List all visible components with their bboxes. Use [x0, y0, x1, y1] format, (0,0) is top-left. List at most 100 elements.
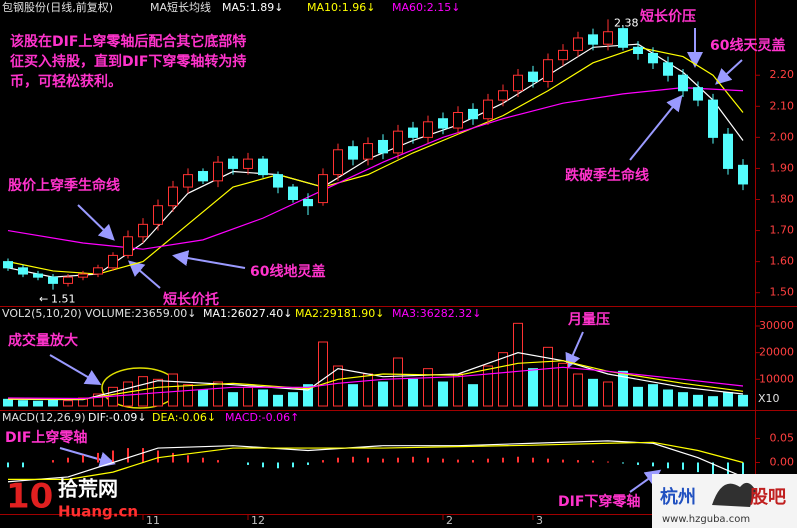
logo-url: Huang.cn — [58, 503, 138, 521]
candle-body — [708, 99, 718, 138]
panel-title: VOL2(5,10,20) — [2, 307, 82, 320]
volume-bar — [438, 381, 448, 407]
candle-body — [408, 127, 418, 138]
candle-body — [273, 174, 283, 188]
annotation: 短长价托 — [163, 291, 219, 308]
candle-body — [213, 161, 223, 182]
low-label: 1.51 — [51, 293, 76, 306]
legend-entry: MA10:1.96↓ — [307, 1, 375, 14]
y-tick-label: 20000 — [759, 346, 794, 359]
legend-entry: MA60:2.15↓ — [392, 1, 460, 14]
candle-body — [303, 198, 313, 207]
volume-bar — [318, 341, 328, 407]
y-tick-label: 1.50 — [770, 286, 795, 299]
candle-body — [168, 186, 178, 207]
candle-body — [48, 276, 58, 284]
annotation: 60线地灵盖 — [250, 263, 325, 280]
annotation: 成交量放大 — [8, 332, 78, 349]
candle-body — [528, 71, 538, 82]
volume-bar — [348, 384, 358, 407]
candle-body — [648, 52, 658, 64]
annotation: 币，可轻松获利。 — [10, 73, 122, 90]
volume-bar — [678, 392, 688, 407]
high-label: 2.38 — [614, 16, 639, 29]
logo-url: www.hzguba.com — [662, 514, 750, 525]
volume-bar — [198, 389, 208, 407]
candle-body — [108, 254, 118, 269]
candle-body — [3, 261, 13, 269]
volume-bar — [273, 394, 283, 407]
volume-bar — [558, 362, 568, 407]
candle-body — [333, 149, 343, 176]
volume-bar — [258, 389, 268, 407]
annotation: 跌破季生命线 — [565, 167, 649, 184]
volume-bar — [138, 376, 148, 407]
candle-body — [693, 87, 703, 101]
volume-bar — [18, 400, 28, 407]
legend-entry: MA3:36282.32↓ — [392, 307, 481, 320]
logo-name: 拾荒网 — [58, 477, 118, 501]
candle-body — [603, 31, 613, 45]
candle-body — [18, 267, 28, 275]
volume-bar — [363, 373, 373, 407]
candle-body — [678, 74, 688, 92]
annotation: DIF上穿零轴 — [5, 429, 87, 446]
volume-bar — [543, 346, 553, 407]
annotation: 60线天灵盖 — [710, 37, 785, 54]
candle-body — [183, 174, 193, 188]
annotation: 股价上穿季生命线 — [8, 177, 120, 194]
candle-body — [393, 130, 403, 154]
volume-bar — [228, 392, 238, 407]
candle-body — [663, 62, 673, 76]
candle-body — [78, 273, 88, 278]
volume-bar — [573, 373, 583, 407]
volume-bar — [213, 381, 223, 407]
volume-bar — [48, 399, 58, 407]
candle-body — [348, 146, 358, 160]
candle-body — [573, 37, 583, 51]
candle-body — [138, 223, 148, 238]
candle-body — [243, 158, 253, 169]
volume-bar — [3, 398, 13, 407]
volume-bar — [588, 378, 598, 407]
ma-line — [7, 46, 744, 275]
candle-body — [543, 59, 553, 82]
volume-bar — [513, 322, 523, 407]
legend-entry: MACD:-0.06↑ — [225, 411, 299, 424]
candle-body — [513, 74, 523, 92]
volume-bar — [528, 368, 538, 407]
logo-right — [652, 474, 797, 528]
candle-body — [198, 171, 208, 182]
x-tick-label: 2 — [446, 514, 453, 527]
candle-body — [93, 267, 103, 275]
volume-bar — [708, 396, 718, 407]
candle-body — [153, 205, 163, 225]
y-tick-label: 0.00 — [770, 456, 795, 469]
candle-body — [633, 46, 643, 54]
candle-body — [378, 139, 388, 154]
volume-bar — [33, 400, 43, 407]
volume-bar — [693, 394, 703, 407]
annotation: 短长价压 — [640, 8, 696, 25]
candle-body — [618, 28, 628, 48]
panel-title: 包钢股份(日线,前复权) — [2, 0, 113, 14]
annotation: DIF下穿零轴 — [558, 493, 640, 510]
legend-entry: VOLUME:23659.00↓ — [85, 307, 196, 320]
ma-line — [7, 352, 744, 401]
volume-bar — [453, 373, 463, 407]
volume-bar — [288, 392, 298, 407]
candle-body — [363, 143, 373, 160]
volume-bar — [303, 384, 313, 407]
legend-entry: MA1:26027.40↓ — [203, 307, 292, 320]
volume-bar — [393, 357, 403, 407]
volume-bar — [483, 365, 493, 407]
logo-number: 10 — [6, 477, 53, 517]
candle-body — [318, 174, 328, 204]
annotation: 月量压 — [567, 312, 610, 328]
volume-bar — [168, 373, 178, 407]
y-tick-label: 1.80 — [770, 192, 795, 205]
volume-bar — [378, 381, 388, 407]
volume-bar — [63, 400, 73, 407]
candle-body — [258, 158, 268, 176]
